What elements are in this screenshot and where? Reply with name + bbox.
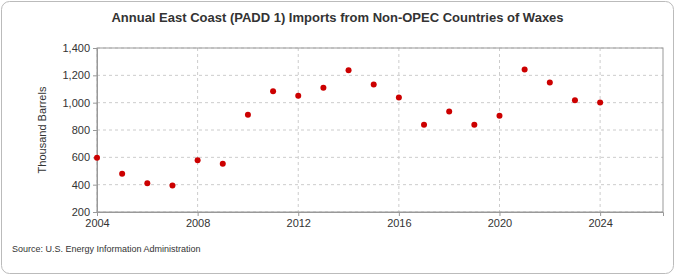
y-axis: 2004006008001,0001,2001,400 xyxy=(62,42,97,218)
tick-mark xyxy=(93,212,97,213)
y-axis-title: Thousand Barrels xyxy=(36,86,48,173)
point xyxy=(396,94,402,100)
tick: 2008 xyxy=(186,212,210,229)
tick: 2020 xyxy=(488,212,512,229)
grid-line xyxy=(499,48,500,212)
grid-line xyxy=(97,102,663,103)
tick-label: 2012 xyxy=(287,217,311,229)
tick-label: 1,000 xyxy=(62,97,90,109)
axis-line xyxy=(98,213,664,217)
tick-mark xyxy=(499,212,500,216)
point xyxy=(245,112,251,118)
tick-label: 800 xyxy=(72,124,90,136)
grid-line xyxy=(398,48,399,212)
point xyxy=(522,66,528,72)
point xyxy=(547,79,553,85)
tick-mark xyxy=(198,212,199,216)
point xyxy=(421,122,427,128)
grid-line xyxy=(97,184,663,185)
tick-mark xyxy=(93,130,97,131)
tick-label: 2020 xyxy=(488,217,512,229)
tick: 2012 xyxy=(287,212,311,229)
source: Source: U.S. Energy Information Administ… xyxy=(12,244,201,254)
frame xyxy=(2,2,674,274)
point xyxy=(144,180,150,186)
point xyxy=(346,67,352,73)
point xyxy=(572,97,578,103)
tick: 1,000 xyxy=(62,97,97,109)
tick-label: 1,400 xyxy=(62,42,90,54)
tick-label: 2024 xyxy=(588,217,612,229)
x-axis: 2004 2008 2012 2016 2020 2024 xyxy=(85,212,663,229)
tick: 1,400 xyxy=(62,42,97,54)
tick: 800 xyxy=(72,124,97,136)
tick-label: 400 xyxy=(72,179,90,191)
tick: 2024 xyxy=(588,212,612,229)
axis-line xyxy=(93,49,98,213)
tick-mark xyxy=(600,212,601,216)
tick: 2016 xyxy=(387,212,411,229)
tick-mark xyxy=(93,103,97,104)
point xyxy=(496,113,502,119)
grid-line xyxy=(97,157,663,158)
point xyxy=(371,81,377,87)
grid-line xyxy=(197,48,198,212)
tick-mark xyxy=(93,75,97,76)
tick: 400 xyxy=(72,179,97,191)
plot-frame xyxy=(97,48,663,212)
chart: 2004006008001,0001,2001,4002004200820122… xyxy=(0,0,675,275)
tick-label: 600 xyxy=(72,151,90,163)
point xyxy=(471,122,477,128)
tick: 600 xyxy=(72,151,97,163)
point xyxy=(119,171,125,177)
tick-label: 1,200 xyxy=(62,69,90,81)
point xyxy=(320,85,326,91)
grid-line xyxy=(298,48,299,212)
grid-line xyxy=(97,75,663,76)
tick-mark xyxy=(93,185,97,186)
tick-label: 2016 xyxy=(387,217,411,229)
point xyxy=(94,155,100,161)
grid xyxy=(97,48,663,212)
point xyxy=(195,157,201,163)
tick-label: 2004 xyxy=(85,217,109,229)
tick-mark xyxy=(97,212,98,216)
tick-mark xyxy=(93,48,97,49)
tick-label: 2008 xyxy=(186,217,210,229)
tick-mark xyxy=(298,212,299,216)
grid-line xyxy=(600,48,601,212)
grid-line xyxy=(97,130,663,131)
point xyxy=(270,88,276,94)
tick: 2004 xyxy=(85,212,109,229)
point xyxy=(169,183,175,189)
points xyxy=(94,66,603,188)
point xyxy=(446,109,452,115)
title: Annual East Coast (PADD 1) Imports from … xyxy=(111,10,563,25)
tick-mark xyxy=(399,212,400,216)
point xyxy=(597,99,603,105)
point xyxy=(295,93,301,99)
point xyxy=(220,161,226,167)
tick: 1,200 xyxy=(62,69,97,81)
